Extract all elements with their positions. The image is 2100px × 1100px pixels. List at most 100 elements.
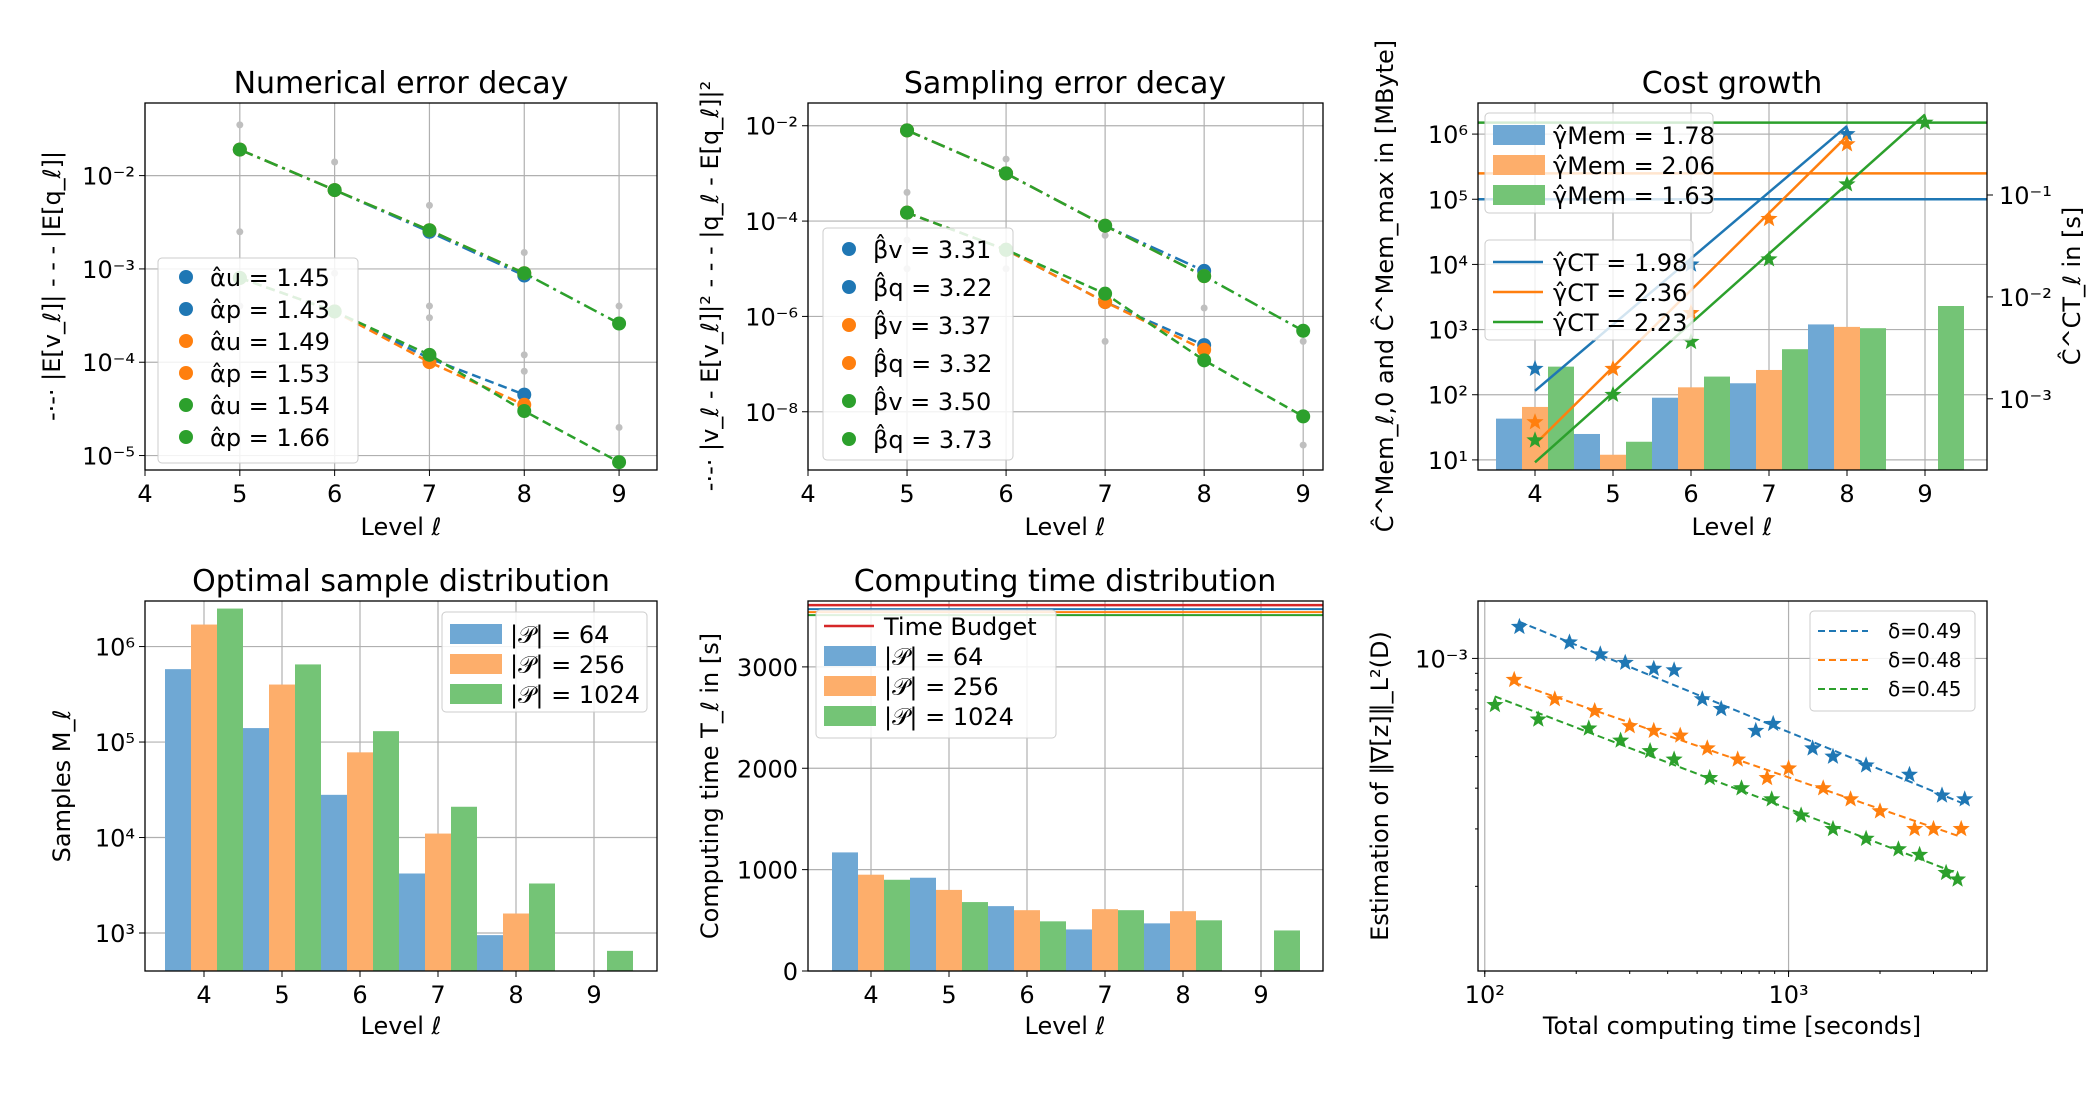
bar xyxy=(884,879,910,971)
legend-swatch xyxy=(450,684,502,704)
data-star xyxy=(1871,802,1889,819)
mem-bar xyxy=(1652,397,1678,470)
ct-star xyxy=(1838,125,1856,142)
ct-star xyxy=(1526,359,1544,377)
legend-label: α̂u = 1.49 xyxy=(210,328,330,356)
y-tick-label: 10⁴ xyxy=(1428,251,1468,279)
bar xyxy=(399,873,425,971)
mem-bar xyxy=(1782,349,1808,470)
data-star xyxy=(1857,756,1875,773)
y-tick-label: 10⁻⁶ xyxy=(745,303,798,331)
x-tick-label: 5 xyxy=(941,981,956,1009)
bar xyxy=(321,794,347,971)
data-star xyxy=(1641,742,1659,759)
y-tick-label: 10⁻⁵ xyxy=(82,443,135,471)
x-tick-label: 7 xyxy=(1761,480,1776,508)
x-tick-label: 9 xyxy=(1296,480,1311,508)
x-tick-label: 6 xyxy=(998,480,1013,508)
data-star xyxy=(1937,863,1955,881)
series-point xyxy=(422,223,437,238)
bar xyxy=(165,669,191,971)
chart-panel-3: 4 5 6 7 8 9 10¹ 10² 10³ 10⁴ 10⁵ 10⁶ 10⁻³ 10⁻² 10⁻¹ Cost… xyxy=(1369,40,2086,541)
legend-box xyxy=(822,227,1014,461)
y-tick-label: 10³ xyxy=(1428,317,1468,345)
legend-marker xyxy=(179,270,193,284)
axes-frame xyxy=(1477,600,1988,972)
ct-star xyxy=(1604,385,1622,402)
bar xyxy=(347,752,373,971)
legend-label: α̂u = 1.45 xyxy=(210,264,330,292)
legend-label: |𝒫| = 256 xyxy=(884,673,999,701)
chart-title: Cost growth xyxy=(1642,66,1823,101)
mem-bar xyxy=(1756,369,1782,470)
legend-label: α̂p = 1.43 xyxy=(210,296,330,324)
legend-label: |𝒫| = 64 xyxy=(510,621,609,649)
data-star xyxy=(1900,765,1918,782)
y-right-tick-label: 10⁻² xyxy=(1999,284,2052,312)
data-star xyxy=(1621,717,1639,734)
series-point xyxy=(1098,286,1113,301)
chart-title: Optimal sample distribution xyxy=(192,564,610,599)
x-tick-label: 9 xyxy=(1253,981,1268,1009)
legend-label: γ̂Mem = 1.63 xyxy=(1553,182,1715,210)
data-star xyxy=(1814,779,1832,796)
data-star xyxy=(1889,840,1907,857)
data-star xyxy=(1949,870,1967,887)
x-tick-label: 7 xyxy=(1097,480,1112,508)
series-point xyxy=(1296,323,1311,338)
y-tick-label: 10³ xyxy=(95,920,135,948)
y-tick-label: 3000 xyxy=(737,654,798,682)
fit-line xyxy=(1494,695,1958,875)
x-tick-label: 4 xyxy=(800,480,815,508)
data-star xyxy=(1510,617,1528,635)
series-point xyxy=(517,387,532,402)
data-star xyxy=(1645,721,1663,738)
legend-marker xyxy=(179,302,193,316)
data-star xyxy=(1505,670,1523,688)
legend-swatch xyxy=(1493,185,1545,205)
legend-label: γ̂Mem = 1.78 xyxy=(1553,122,1715,150)
x-tick-label: 5 xyxy=(232,480,247,508)
legend-label: β̂v = 3.37 xyxy=(873,310,991,340)
x-tick-label: 5 xyxy=(274,981,289,1009)
bar xyxy=(1118,910,1144,971)
series-point xyxy=(232,142,247,157)
sample-point xyxy=(1002,155,1010,163)
legend-label: β̂q = 3.73 xyxy=(873,424,992,454)
legend-box xyxy=(1809,610,1976,712)
legend-label: δ=0.48 xyxy=(1888,648,1962,672)
x-tick-label: 9 xyxy=(611,480,626,508)
data-star xyxy=(1665,661,1683,678)
y-tick-label: 10⁻² xyxy=(82,163,135,191)
bar xyxy=(1040,921,1066,971)
x-tick-label: 7 xyxy=(1097,981,1112,1009)
legend-marker xyxy=(842,356,856,370)
y-tick-label: 10⁴ xyxy=(95,825,135,853)
x-tick-label: 7 xyxy=(422,480,437,508)
data-star xyxy=(1824,747,1842,764)
data-star xyxy=(1693,690,1711,707)
data-star xyxy=(1616,653,1634,670)
bar xyxy=(1014,910,1040,971)
x-tick-label: 8 xyxy=(1197,480,1212,508)
legend-label: γ̂CT = 2.36 xyxy=(1553,279,1687,307)
sample-point xyxy=(425,314,433,322)
x-tick-label: 8 xyxy=(1839,480,1854,508)
data-star xyxy=(1729,750,1747,767)
x-tick-label: 8 xyxy=(517,480,532,508)
legend-label: |𝒫| = 256 xyxy=(510,651,625,679)
bar xyxy=(910,877,936,971)
sample-point xyxy=(520,367,528,375)
x-tick-label: 4 xyxy=(137,480,152,508)
sample-point xyxy=(615,302,623,310)
bar xyxy=(832,852,858,971)
legend-marker xyxy=(179,334,193,348)
y-tick-label: 10² xyxy=(1428,382,1468,410)
mem-bar xyxy=(1730,383,1756,470)
bar xyxy=(858,874,884,971)
sample-point xyxy=(615,423,623,431)
x-tick-label: 8 xyxy=(508,981,523,1009)
y-tick-label: 10⁻⁴ xyxy=(82,349,135,377)
legend-label: |𝒫| = 1024 xyxy=(884,703,1014,731)
legend-label: δ=0.45 xyxy=(1888,677,1962,701)
